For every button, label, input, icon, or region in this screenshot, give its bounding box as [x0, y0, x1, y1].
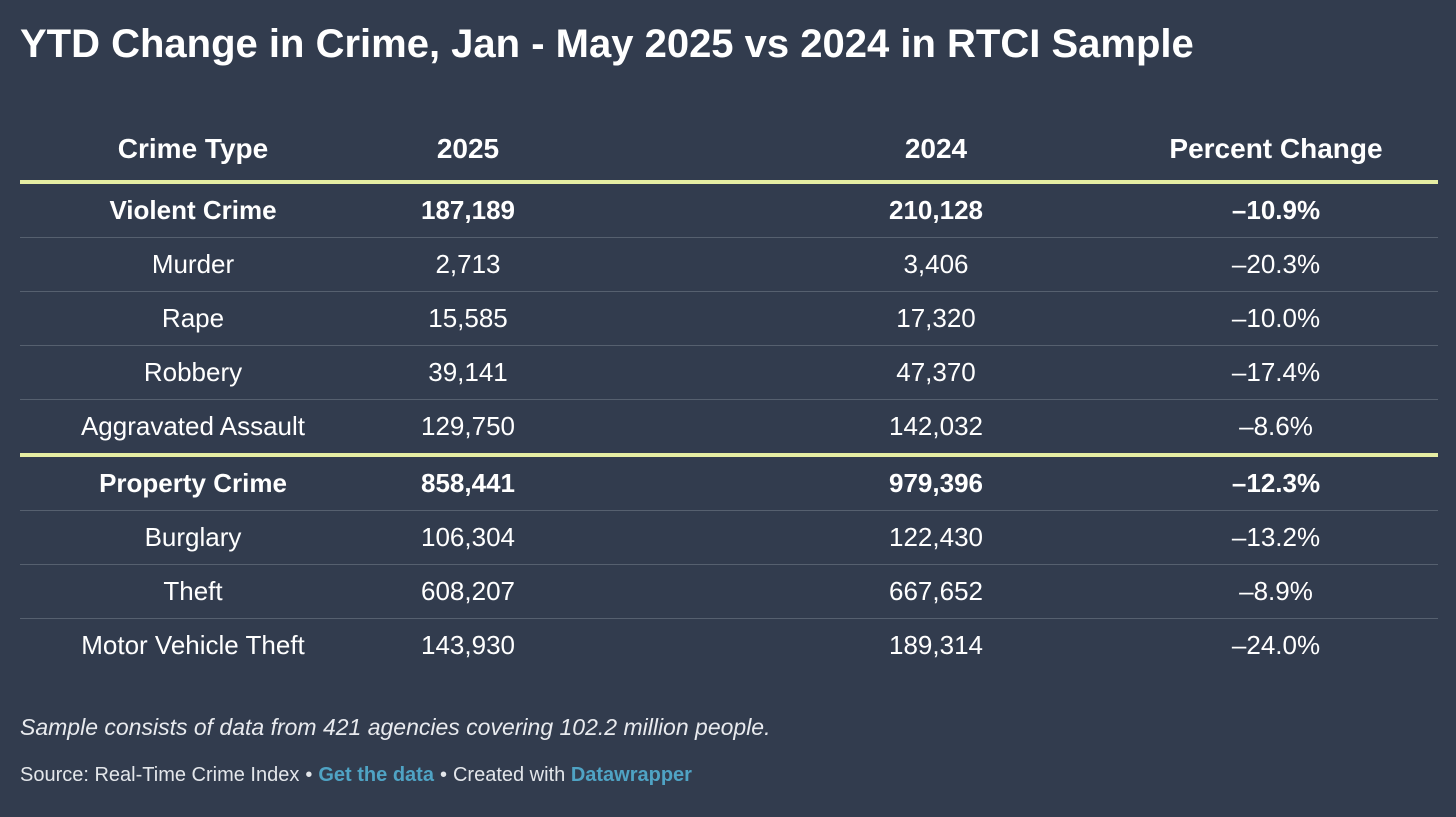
cell-2024: 47,370	[802, 345, 1104, 400]
cell-crime-type: Burglary	[20, 510, 366, 565]
cell-percent-change: –8.9%	[1104, 564, 1438, 619]
chart-title: YTD Change in Crime, Jan - May 2025 vs 2…	[20, 22, 1194, 66]
cell-crime-type: Property Crime	[20, 455, 366, 511]
cell-percent-change: –17.4%	[1104, 345, 1438, 400]
table-row: Motor Vehicle Theft 143,930 189,314 –24.0%	[20, 619, 1438, 673]
cell-crime-type: Murder	[20, 237, 366, 292]
column-header-2025: 2025	[366, 118, 802, 184]
source-text: Source: Real-Time Crime Index	[20, 764, 300, 786]
cell-percent-change: –10.9%	[1104, 182, 1438, 238]
cell-2025: 143,930	[421, 630, 515, 660]
table-row: Robbery 39,141 47,370 –17.4%	[20, 345, 1438, 400]
cell-2025: 858,441	[366, 455, 802, 511]
cell-2025: 15,585	[366, 291, 802, 346]
cell-crime-type: Violent Crime	[20, 182, 366, 238]
cell-2025: 608,207	[366, 564, 802, 619]
cell-2024: 189,314	[889, 630, 983, 660]
column-header-percent-change: Percent Change	[1104, 118, 1438, 184]
table-row: Property Crime 858,441 979,396 –12.3%	[20, 455, 1438, 511]
cell-2024: 142,032	[802, 399, 1104, 457]
cell-crime-type: Motor Vehicle Theft	[81, 630, 305, 660]
column-header-crime-type: Crime Type	[20, 118, 366, 184]
cell-2024: 17,320	[802, 291, 1104, 346]
source-line: Source: Real-Time Crime Index • Get the da…	[20, 764, 692, 787]
cell-2025: 106,304	[366, 510, 802, 565]
sample-note: Sample consists of data from 421 agencie…	[20, 714, 771, 740]
cell-percent-change: –10.0%	[1104, 291, 1438, 346]
table-header-row: Crime Type 2025 2024 Percent Change	[20, 118, 1438, 184]
cell-2024: 667,652	[802, 564, 1104, 619]
cell-percent-change: –24.0%	[1231, 630, 1321, 660]
cell-crime-type: Rape	[20, 291, 366, 346]
cell-percent-change: –12.3%	[1104, 455, 1438, 511]
cell-crime-type: Theft	[20, 564, 366, 619]
cell-crime-type: Aggravated Assault	[20, 399, 366, 457]
cell-percent-change: –8.6%	[1104, 399, 1438, 457]
table-row: Aggravated Assault 129,750 142,032 –8.6%	[20, 399, 1438, 457]
table-row: Rape 15,585 17,320 –10.0%	[20, 291, 1438, 346]
cell-crime-type: Robbery	[20, 345, 366, 400]
cell-2025: 39,141	[366, 345, 802, 400]
column-header-2024: 2024	[802, 118, 1104, 184]
table-row: Burglary 106,304 122,430 –13.2%	[20, 510, 1438, 565]
cell-2024: 979,396	[802, 455, 1104, 511]
table-row: Violent Crime 187,189 210,128 –10.9%	[20, 182, 1438, 238]
created-with-text: Created with	[452, 764, 566, 786]
separator: •	[439, 764, 447, 786]
table-row: Murder 2,713 3,406 –20.3%	[20, 237, 1438, 292]
cell-2024: 122,430	[802, 510, 1104, 565]
cell-2025: 2,713	[366, 237, 802, 292]
cell-2025: 187,189	[366, 182, 802, 238]
cell-2025: 129,750	[366, 399, 802, 457]
cell-percent-change: –13.2%	[1104, 510, 1438, 565]
datawrapper-link[interactable]: Datawrapper	[570, 764, 692, 786]
separator: •	[305, 764, 313, 786]
cell-2024: 210,128	[802, 182, 1104, 238]
crime-table: Crime Type 2025 2024 Percent Change Viol…	[20, 118, 1438, 672]
cell-2024: 3,406	[802, 237, 1104, 292]
get-the-data-link[interactable]: Get the data	[318, 764, 434, 786]
cell-percent-change: –20.3%	[1104, 237, 1438, 292]
table-row: Theft 608,207 667,652 –8.9%	[20, 564, 1438, 619]
